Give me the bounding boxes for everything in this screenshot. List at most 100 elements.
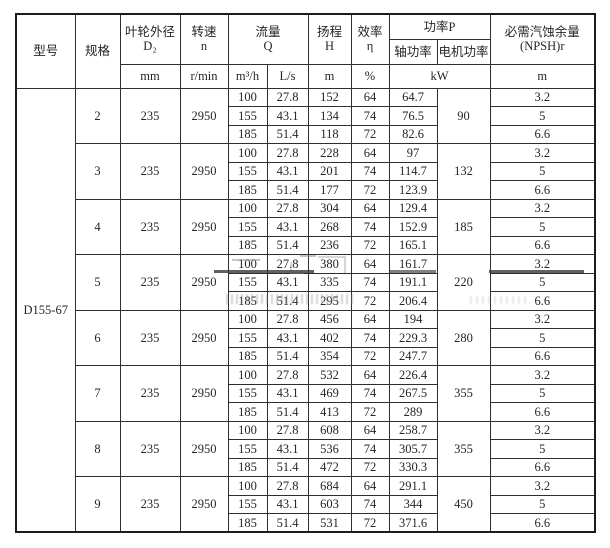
npsh-cell: 6.6 — [489, 291, 596, 311]
npsh-cell: 6.6 — [489, 402, 596, 422]
head-cell: 402 — [307, 328, 352, 348]
flow-m3h-cell: 100 — [227, 420, 268, 440]
head-cell: 603 — [307, 494, 352, 514]
table-row: 185 51.4 118 72 82.6 6.6 — [16, 124, 596, 144]
flow-m3h-cell: 155 — [227, 272, 268, 292]
npsh-cell: 5 — [489, 272, 596, 292]
motor-power-cell: 355 — [436, 420, 491, 477]
flow-ls-cell: 51.4 — [266, 346, 309, 366]
table-row: 155 43.1 201 74 114.7 5 — [16, 161, 596, 181]
npsh-cell: 5 — [489, 106, 596, 126]
speed-cell: 2950 — [179, 254, 229, 311]
table-row: 8 235 2950 100 27.8 608 64 258.7 355 3.2 — [16, 420, 596, 477]
flow-m3h-cell: 155 — [227, 217, 268, 237]
spec-cell: 3 — [74, 143, 121, 200]
unit-flow-m3h: m³/h — [227, 63, 268, 89]
head-cell: 118 — [307, 124, 352, 144]
unit-impeller: mm — [119, 63, 181, 89]
head-cell: 684 — [307, 476, 352, 496]
npsh-cell: 3.2 — [489, 254, 596, 274]
efficiency-cell: 64 — [350, 87, 390, 107]
flow-m3h-cell: 185 — [227, 180, 268, 200]
motor-power-cell: 355 — [436, 365, 491, 422]
shaft-power-cell: 152.9 — [388, 217, 438, 237]
head-cell: 469 — [307, 383, 352, 403]
col-header-flow: 流量 Q — [227, 13, 309, 65]
shaft-power-cell: 267.5 — [388, 383, 438, 403]
speed-label: 转速 — [191, 25, 217, 40]
npsh-cell: 3.2 — [489, 143, 596, 163]
head-cell: 152 — [307, 87, 352, 107]
unit-npsh: m — [489, 63, 596, 89]
shaft-power-cell: 289 — [388, 402, 438, 422]
flow-m3h-cell: 155 — [227, 383, 268, 403]
head-cell: 456 — [307, 309, 352, 329]
efficiency-cell: 74 — [350, 161, 390, 181]
head-cell: 531 — [307, 513, 352, 533]
flow-ls-cell: 27.8 — [266, 198, 309, 218]
flow-ls-cell: 43.1 — [266, 217, 309, 237]
spec-cell: 2 — [74, 87, 121, 144]
flow-ls-cell: 27.8 — [266, 309, 309, 329]
npsh-cell: 3.2 — [489, 476, 596, 496]
impeller-diameter-cell: 235 — [119, 143, 181, 200]
motor-power-cell: 450 — [436, 476, 491, 533]
motor-power-cell: 90 — [436, 87, 491, 144]
efficiency-cell: 64 — [350, 143, 390, 163]
efficiency-cell: 74 — [350, 494, 390, 514]
head-cell: 472 — [307, 457, 352, 477]
shaft-power-cell: 344 — [388, 494, 438, 514]
flow-ls-cell: 43.1 — [266, 161, 309, 181]
efficiency-cell: 74 — [350, 328, 390, 348]
efficiency-cell: 72 — [350, 513, 390, 533]
col-header-impeller-diameter: 叶轮外径 D₂ — [119, 13, 181, 65]
npsh-cell: 3.2 — [489, 420, 596, 440]
head-cell: 608 — [307, 420, 352, 440]
speed-cell: 2950 — [179, 365, 229, 422]
table-row: 185 51.4 472 72 330.3 6.6 — [16, 457, 596, 477]
impeller-diameter-cell: 235 — [119, 254, 181, 311]
flow-m3h-cell: 185 — [227, 124, 268, 144]
flow-ls-cell: 27.8 — [266, 254, 309, 274]
flow-m3h-cell: 100 — [227, 254, 268, 274]
speed-symbol: n — [200, 39, 208, 54]
motor-power-cell: 220 — [436, 254, 491, 311]
npsh-cell: 6.6 — [489, 346, 596, 366]
flow-m3h-cell: 100 — [227, 198, 268, 218]
efficiency-cell: 64 — [350, 254, 390, 274]
speed-cell: 2950 — [179, 420, 229, 477]
impeller-diameter-cell: 235 — [119, 87, 181, 144]
pump-spec-table: 型号 规格 叶轮外径 D₂ 转速 n 流量 Q 扬程 H — [15, 13, 597, 533]
col-header-power: 功率P — [388, 13, 491, 40]
flow-ls-cell: 27.8 — [266, 87, 309, 107]
flow-ls-cell: 43.1 — [266, 106, 309, 126]
speed-cell: 2950 — [179, 87, 229, 144]
flow-label: 流量 — [255, 25, 281, 40]
unit-power: kW — [388, 63, 491, 89]
head-cell: 536 — [307, 439, 352, 459]
head-cell: 304 — [307, 198, 352, 218]
spec-cell: 4 — [74, 198, 121, 255]
table-row: 155 43.1 134 74 76.5 5 — [16, 106, 596, 126]
table-row: 185 51.4 531 72 371.6 6.6 — [16, 513, 596, 533]
shaft-power-cell: 114.7 — [388, 161, 438, 181]
npsh-label: 必需汽蚀余量 — [504, 25, 580, 40]
npsh-cell: 5 — [489, 383, 596, 403]
spec-cell: 5 — [74, 254, 121, 311]
spec-cell: 7 — [74, 365, 121, 422]
flow-m3h-cell: 185 — [227, 235, 268, 255]
flow-m3h-cell: 155 — [227, 439, 268, 459]
head-cell: 532 — [307, 365, 352, 385]
head-cell: 295 — [307, 291, 352, 311]
flow-ls-cell: 51.4 — [266, 402, 309, 422]
shaft-power-cell: 371.6 — [388, 513, 438, 533]
flow-m3h-cell: 185 — [227, 346, 268, 366]
npsh-cell: 6.6 — [489, 124, 596, 144]
shaft-power-cell: 258.7 — [388, 420, 438, 440]
flow-m3h-cell: 185 — [227, 457, 268, 477]
efficiency-cell: 72 — [350, 235, 390, 255]
flow-ls-cell: 51.4 — [266, 457, 309, 477]
table-row: 5 235 2950 100 27.8 380 64 161.7 220 3.2 — [16, 254, 596, 311]
head-cell: 335 — [307, 272, 352, 292]
